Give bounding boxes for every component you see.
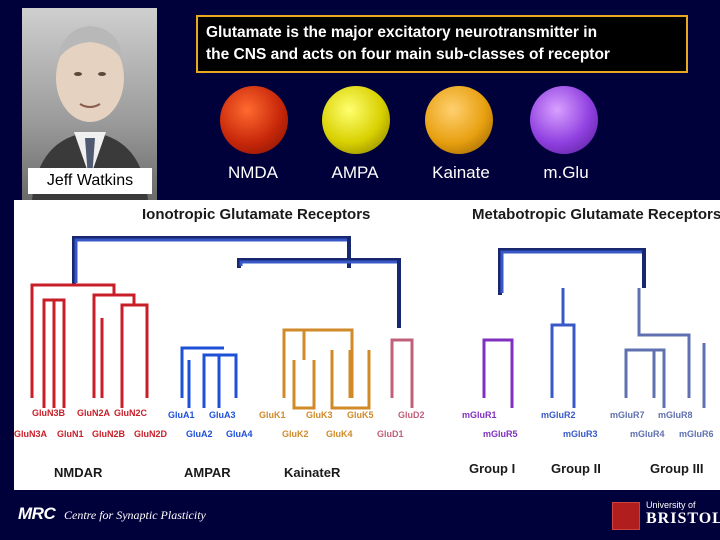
headline-box: Glutamate is the major excitatory neurot… — [196, 15, 688, 73]
group1-branches — [482, 338, 514, 408]
nmda-receptor-ball — [220, 86, 288, 154]
bristol-logo-text: University of BRISTOL — [646, 500, 720, 528]
subunit-glun2d: GluN2D — [134, 429, 168, 439]
phylogenetic-tree: Ionotropic Glutamate Receptors Metabotro… — [14, 206, 720, 480]
ampa-subunit-labels: GluA1 GluA3 GluA2 GluA4 — [168, 410, 253, 439]
subunit-glun3a: GluN3A — [14, 429, 48, 439]
iono-title: Ionotropic Glutamate Receptors — [142, 206, 370, 223]
subunit-glud2: GluD2 — [398, 410, 425, 420]
subunit-glun3b: GluN3B — [32, 408, 66, 418]
nmda-subunit-labels: GluN3B GluN2A GluN2C GluN3A GluN1 GluN2B… — [14, 408, 168, 439]
subunit-mglur2: mGluR2 — [541, 410, 576, 420]
kainate-branches — [282, 328, 371, 410]
subunit-glun2c: GluN2C — [114, 408, 148, 418]
delta-branches — [390, 338, 414, 408]
headline-line-2: the CNS and acts on four main sub-classe… — [206, 46, 610, 63]
subunit-glun2a: GluN2A — [77, 408, 111, 418]
delta-subunit-labels: GluD2 GluD1 — [377, 410, 425, 439]
mglu-label: m.Glu — [543, 163, 589, 182]
nmda-label: NMDA — [227, 163, 279, 182]
kainate-receptor-ball — [425, 86, 493, 154]
kainate-label: Kainate — [432, 163, 490, 182]
centre-name: Centre for Synaptic Plasticity — [64, 508, 206, 522]
subunit-mglur5: mGluR5 — [483, 429, 518, 439]
subunit-gluk1: GluK1 — [259, 410, 286, 420]
photo-caption: Jeff Watkins — [28, 168, 152, 194]
subunit-glun1: GluN1 — [57, 429, 84, 439]
subunit-glua2: GluA2 — [186, 429, 213, 439]
subunit-glua1: GluA1 — [168, 410, 195, 420]
subunit-mglur3: mGluR3 — [563, 429, 598, 439]
uni-line-2: BRISTOL — [646, 510, 720, 527]
group-i: Group I — [469, 461, 515, 476]
group-nmdar: NMDAR — [54, 465, 103, 480]
subunit-glun2b: GluN2B — [92, 429, 126, 439]
headline-line-1: Glutamate is the major excitatory neurot… — [206, 24, 598, 41]
subunit-glua3: GluA3 — [209, 410, 236, 420]
ampa-label: AMPA — [331, 163, 379, 182]
subunit-glud1: GluD1 — [377, 429, 404, 439]
group3-branches — [624, 288, 706, 408]
uni-line-1: University of — [646, 500, 696, 510]
group-iii: Group III — [650, 461, 703, 476]
subunit-mglur4: mGluR4 — [630, 429, 665, 439]
mrc-logo: MRC — [18, 504, 56, 523]
subunit-gluk3: GluK3 — [306, 410, 333, 420]
nmda-branches — [30, 283, 149, 408]
subunit-gluk2: GluK2 — [282, 429, 309, 439]
group-ampar: AMPAR — [184, 465, 231, 480]
subunit-mglur1: mGluR1 — [462, 410, 497, 420]
subunit-glua4: GluA4 — [226, 429, 253, 439]
mglur-subunit-labels: mGluR1 mGluR5 mGluR2 mGluR3 mGluR7 mGluR… — [462, 410, 714, 439]
group2-branches — [550, 288, 576, 408]
group-kainater: KainateR — [284, 465, 341, 480]
subunit-gluk4: GluK4 — [326, 429, 353, 439]
ampa-branches — [180, 346, 238, 408]
subunit-mglur8: mGluR8 — [658, 410, 693, 420]
phylogenetic-tree-panel: Ionotropic Glutamate Receptors Metabotro… — [14, 200, 720, 490]
bristol-crest-icon — [612, 502, 640, 530]
ampa-receptor-ball — [322, 86, 390, 154]
mglu-receptor-ball — [530, 86, 598, 154]
group-ii: Group II — [551, 461, 601, 476]
group-labels: NMDAR AMPAR KainateR Group I Group II Gr… — [54, 461, 703, 480]
subunit-mglur6: mGluR6 — [679, 429, 714, 439]
metab-title: Metabotropic Glutamate Receptors — [472, 206, 720, 223]
trunk-branches — [72, 236, 646, 328]
kainate-subunit-labels: GluK1 GluK3 GluK5 GluK2 GluK4 — [259, 410, 374, 439]
subunit-mglur7: mGluR7 — [610, 410, 645, 420]
trunk-highlight — [74, 238, 642, 293]
subunit-gluk5: GluK5 — [347, 410, 374, 420]
